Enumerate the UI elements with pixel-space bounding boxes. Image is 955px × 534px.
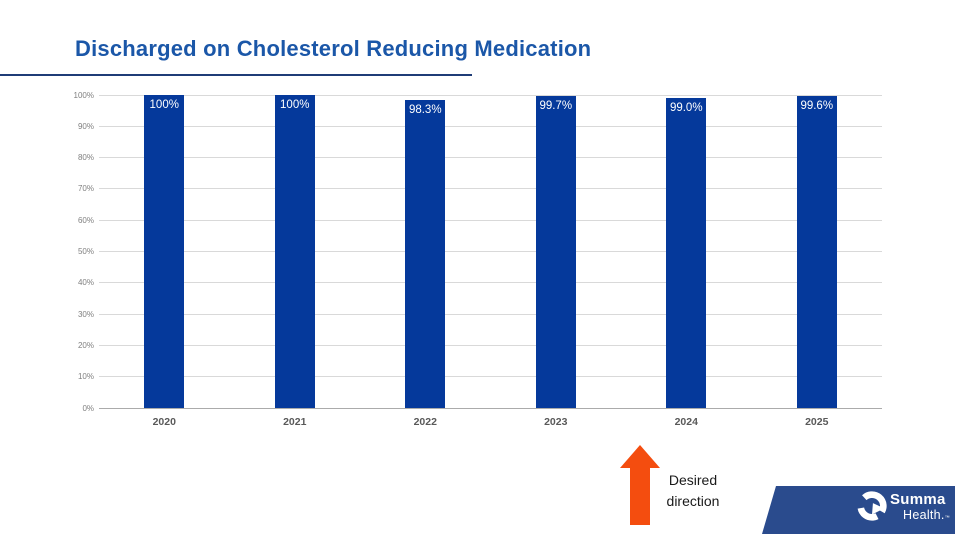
x-axis-tick-label: 2024 <box>674 416 698 428</box>
bar-2025 <box>796 96 837 408</box>
x-axis-tick-label: 2021 <box>283 416 307 428</box>
bar-value-label: 99.7% <box>539 99 573 112</box>
x-axis-tick-label: 2025 <box>805 416 829 428</box>
y-axis-tick-label: 50% <box>77 247 94 256</box>
y-axis-tick-label: 100% <box>73 90 94 100</box>
x-axis-tick-label: 2023 <box>544 416 568 428</box>
gridline <box>99 282 882 284</box>
up-arrow-icon <box>620 445 660 468</box>
x-axis-tick-label: 2022 <box>413 416 437 428</box>
x-axis-line <box>99 407 882 409</box>
gridline <box>99 94 882 96</box>
y-axis-tick-label: 70% <box>77 184 94 194</box>
gridline <box>99 219 882 221</box>
bar-2020 <box>144 95 185 408</box>
gridline <box>99 313 882 315</box>
y-axis-tick-label: 0% <box>82 403 94 413</box>
brand-name-line1: Summa <box>890 491 946 508</box>
y-axis-tick-label: 40% <box>77 278 94 288</box>
bar-2022 <box>405 100 446 408</box>
bar-chart: 0% 10% 20% 30% 40% 50% 60% 70% 80% 90% 100% 100% 202… <box>73 90 882 428</box>
bar-value-label: 100% <box>280 99 310 111</box>
bar-value-label: 99.6% <box>800 100 834 113</box>
brand-name: Summa Health.™ <box>890 492 950 525</box>
summa-health-logo-icon <box>857 491 887 521</box>
bar-value-label: 99.0% <box>669 102 703 115</box>
bar-value-label: 100% <box>149 99 179 111</box>
y-axis-tick-label: 20% <box>77 340 94 350</box>
up-arrow-icon-shaft <box>630 467 650 525</box>
gridline <box>99 157 882 159</box>
title-underline <box>0 74 472 76</box>
gridline <box>99 125 882 127</box>
bar-value-label: 98.3% <box>408 104 442 117</box>
gridline <box>99 188 882 190</box>
gridline <box>99 376 882 378</box>
gridline <box>99 344 882 346</box>
bar-2024 <box>666 98 707 408</box>
trademark-mark: ™ <box>944 515 951 521</box>
x-axis-tick-label: 2020 <box>152 416 176 428</box>
page-title: Discharged on Cholesterol Reducing Medic… <box>75 36 592 61</box>
y-axis-tick-label: 10% <box>77 372 94 382</box>
brand-name-line2: Health.™ <box>903 508 951 522</box>
brand-ribbon: Summa Health.™ <box>762 486 955 534</box>
y-axis-tick-label: 30% <box>77 309 94 319</box>
y-axis-tick-label: 90% <box>77 121 94 131</box>
bar-2023 <box>535 95 576 408</box>
y-axis-tick-label: 60% <box>77 215 94 225</box>
bar-2021 <box>274 95 315 408</box>
y-axis-tick-label: 80% <box>77 153 94 163</box>
desired-direction-label: Desired direction <box>666 472 720 509</box>
gridline <box>99 251 882 252</box>
